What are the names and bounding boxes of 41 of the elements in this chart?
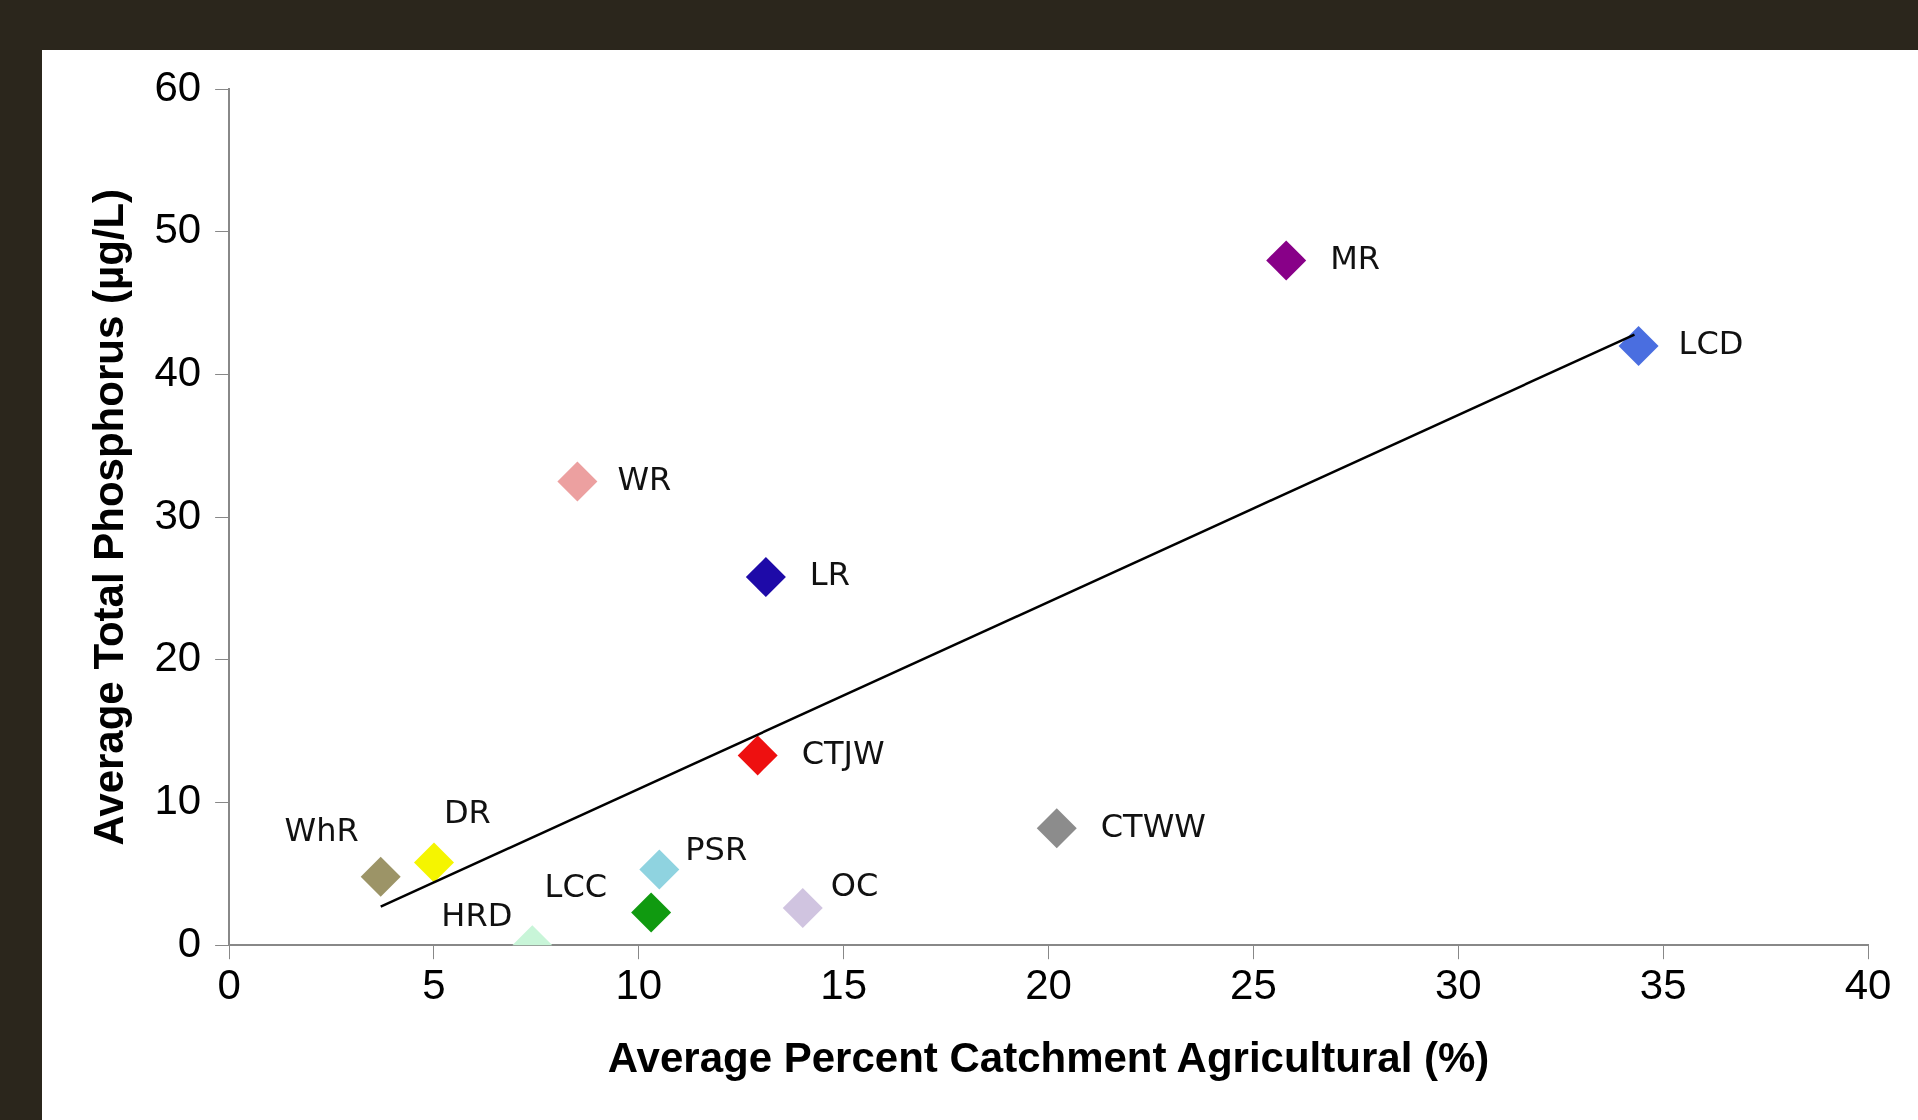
point [782,888,823,929]
y-tick-label: 0 [177,918,202,966]
annotation: MR [1330,238,1381,277]
point [639,849,680,890]
point [557,461,598,502]
annotation: PSR [685,829,748,868]
x-tick-label: 40 [1844,960,1892,1008]
y-tick-label: 40 [154,348,202,396]
point [1036,808,1077,849]
x-tick-label: 5 [422,960,446,1008]
point [1618,326,1659,366]
y-tick-label: 10 [154,776,202,824]
y-tick-label: 60 [154,62,202,110]
point [745,557,786,598]
annotation: CTWW [1100,806,1206,845]
y-tick-label: 50 [154,205,202,253]
annotation: LCD [1678,324,1744,363]
annotation: HRD [441,895,513,934]
annotation: OC [830,866,879,905]
y-tick-label: 20 [154,633,202,681]
y-tick-label: 30 [154,490,202,538]
x-tick-label: 20 [1025,960,1072,1008]
point [413,842,454,883]
point [1266,240,1307,281]
point [737,735,778,776]
y-axis-title: Average Total Phosphorus (µg/L) [84,188,132,846]
annotation: DR [443,792,491,831]
point [360,856,401,897]
annotation: CTJW [801,733,885,772]
x-tick-label: 25 [1230,960,1277,1008]
x-tick-label: 35 [1639,960,1687,1008]
x-tick-label: 0 [217,960,241,1008]
annotation: LR [809,555,850,594]
annotation: LCC [544,866,608,905]
x-tick-label: 30 [1434,960,1482,1008]
annotation: WR [617,459,672,498]
x-axis-title: Average Percent Catchment Agricultural (%) [607,1034,1490,1082]
x-tick-label: 15 [820,960,868,1008]
x-tick-label: 10 [615,960,663,1008]
annotation: WhR [284,811,359,850]
point [631,892,672,933]
